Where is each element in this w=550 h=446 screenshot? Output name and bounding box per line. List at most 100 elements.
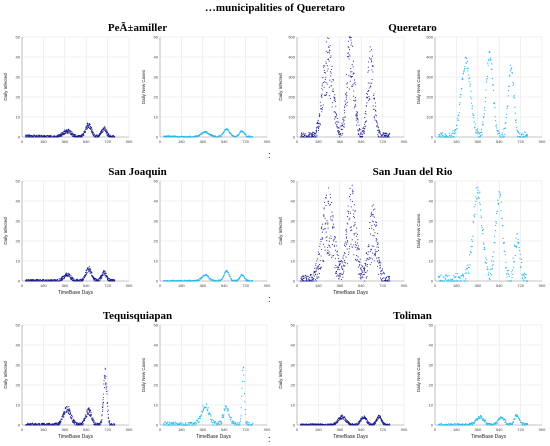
data-point [103, 129, 105, 131]
data-point [322, 81, 324, 83]
data-point [369, 50, 371, 52]
data-point [384, 277, 386, 280]
data-point [363, 415, 365, 417]
data-point [458, 114, 460, 116]
data-point [325, 194, 328, 196]
data-point [345, 98, 348, 100]
data-point [82, 421, 84, 423]
data-point [101, 276, 103, 278]
data-point [365, 253, 367, 255]
data-point [337, 422, 339, 424]
data-point [380, 262, 382, 264]
data-point [378, 415, 380, 417]
data-point [496, 127, 498, 129]
data-point [326, 65, 328, 67]
data-point [366, 258, 368, 260]
data-point [376, 246, 378, 248]
data-point [105, 388, 107, 390]
data-point [338, 269, 340, 271]
data-point [497, 199, 499, 201]
data-point [353, 107, 355, 109]
data-point [245, 422, 247, 424]
data-point [498, 190, 500, 193]
data-point [369, 46, 371, 48]
data-point [321, 238, 323, 240]
data-point [357, 239, 359, 241]
data-point [439, 280, 441, 282]
y-tick-label: 0 [293, 135, 296, 140]
data-point [482, 229, 484, 231]
data-point [90, 413, 92, 416]
data-point [91, 130, 93, 132]
x-tick-label: 360 [336, 283, 343, 288]
data-point [370, 214, 372, 216]
data-point [376, 224, 378, 226]
chart-panel: 0 10 20 30 40 50 0 180 360 540 720 900 TimeBase Days… [275, 323, 410, 443]
y-tick-label: 30 [154, 219, 159, 224]
data-point [214, 136, 216, 138]
data-point [334, 100, 336, 102]
x-tick-label: 540 [496, 427, 503, 432]
data-point [311, 132, 313, 134]
data-point [223, 274, 225, 276]
x-tick-label: 540 [496, 283, 503, 288]
x-tick-label: 0 [21, 139, 24, 144]
data-point [356, 112, 358, 114]
data-point [323, 260, 325, 262]
data-point [446, 275, 449, 277]
data-point [365, 277, 367, 279]
data-point [348, 251, 350, 253]
data-point [446, 135, 448, 137]
data-point [516, 233, 518, 235]
data-point [492, 256, 494, 258]
y-tick-label: 10 [429, 403, 434, 408]
data-point [211, 422, 213, 424]
data-point [239, 423, 241, 425]
data-point [379, 131, 381, 133]
data-point [333, 245, 335, 248]
data-point [341, 267, 343, 269]
data-point [303, 134, 305, 136]
data-point [317, 277, 319, 279]
data-point [335, 272, 338, 274]
data-point [475, 196, 477, 198]
data-point [242, 131, 245, 133]
x-axis-label: TimeBase Days [196, 434, 232, 440]
data-point [68, 132, 70, 134]
data-point [230, 133, 232, 135]
data-point [39, 279, 42, 281]
data-point [228, 273, 230, 275]
x-tick-label: 720 [242, 283, 249, 288]
data-point [389, 424, 391, 426]
data-point [351, 229, 353, 231]
data-point [252, 280, 254, 282]
data-point [333, 96, 335, 98]
data-point [92, 131, 94, 134]
data-point [357, 242, 359, 244]
data-point [344, 116, 346, 118]
data-point [69, 411, 71, 413]
data-point [85, 416, 87, 418]
data-point [370, 61, 372, 63]
data-point [482, 233, 484, 235]
data-point [325, 62, 327, 65]
data-point [341, 122, 343, 124]
data-point [378, 130, 381, 132]
data-point [367, 258, 369, 260]
data-point [334, 238, 336, 240]
data-point [243, 392, 246, 395]
data-point [476, 128, 478, 130]
data-point [68, 412, 70, 415]
data-point [373, 98, 376, 100]
data-point [92, 420, 94, 422]
data-point [107, 402, 109, 404]
data-point [477, 196, 480, 198]
data-point [355, 117, 357, 119]
data-point [337, 266, 339, 268]
data-point [69, 408, 71, 410]
data-point [513, 261, 515, 263]
data-point [355, 99, 357, 101]
data-point [453, 280, 455, 282]
data-point [462, 72, 465, 74]
